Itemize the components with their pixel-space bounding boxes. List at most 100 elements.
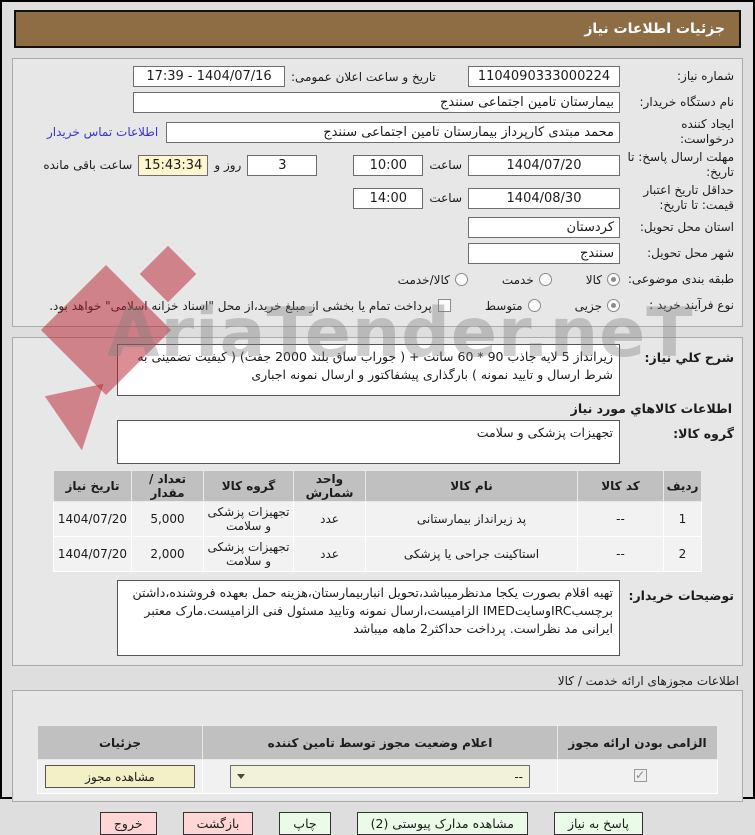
announce-datetime-field[interactable]: 1404/07/16 - 17:39 xyxy=(133,66,285,87)
deadline-hour-label: ساعت xyxy=(429,158,462,172)
validity-hour-label: ساعت xyxy=(429,191,462,205)
row-purchase-process: نوع فرآیند خرید : جزیی متوسط پرداخت تمام… xyxy=(21,294,734,317)
license-section-title: اطلاعات مجوزهای ارائه خدمت / کالا xyxy=(557,674,739,688)
category-option-goods[interactable]: کالا xyxy=(586,273,620,287)
col-item-name: نام کالا xyxy=(365,470,578,502)
license-table-row: -- مشاهده مجوز xyxy=(37,759,718,794)
remaining-days-field: 3 xyxy=(247,154,318,176)
row-delivery-city: شهر محل تحویل: سنندج xyxy=(21,242,734,265)
cell-license-details: مشاهده مجوز xyxy=(37,759,203,794)
price-validity-time-field[interactable]: 14:00 xyxy=(353,187,424,209)
request-creator-field[interactable]: محمد مبتدی کارپرداز بیمارستان تامین اجتم… xyxy=(166,121,620,143)
table-row: 2 -- استاکینت جراحی یا پزشکی عدد تجهیزات… xyxy=(53,536,702,572)
process-option-medium[interactable]: متوسط xyxy=(485,299,541,313)
buyer-org-field[interactable]: بیمارستان تامین اجتماعی سنندج xyxy=(133,92,620,113)
cell-item-code: -- xyxy=(577,501,664,537)
license-table: الزامی بودن ارائه مجوز اعلام وضعیت مجوز … xyxy=(37,725,718,794)
delivery-city-field[interactable]: سنندج xyxy=(468,243,620,264)
cell-group: تجهیزات پزشکی و سلامت xyxy=(203,501,294,537)
cell-item-name: استاکینت جراحی یا پزشکی xyxy=(365,536,578,572)
row-delivery-province: استان محل تحویل: کردستان xyxy=(21,216,734,239)
print-button[interactable]: چاپ xyxy=(279,812,331,835)
radio-service-icon[interactable] xyxy=(538,273,552,286)
response-deadline-label: مهلت ارسال پاسخ: تا تاریخ: xyxy=(627,150,734,179)
page-title-text: جزئیات اطلاعات نیاز xyxy=(584,21,725,37)
price-validity-label: حداقل تاریخ اعتبار قیمت: تا تاریخ: xyxy=(643,183,734,212)
exit-button[interactable]: خروج xyxy=(99,812,157,835)
row-subject-category: طبقه بندی موضوعی: کالا خدمت کالا/خدمت xyxy=(21,268,734,291)
row-response-deadline: مهلت ارسال پاسخ: تا تاریخ: 1404/07/20 سا… xyxy=(21,150,734,180)
buyer-notes-textarea[interactable]: تهیه اقلام بصورت یکجا مدنظرمیباشد،تحویل … xyxy=(117,580,620,656)
process-minor-label: جزیی xyxy=(574,298,602,313)
buyer-contact-link[interactable]: اطلاعات تماس خریدار xyxy=(47,125,159,139)
view-attachments-button[interactable]: مشاهده مدارک پیوستی (2) xyxy=(356,812,528,835)
cell-row-no: 1 xyxy=(663,501,702,537)
need-number-label: شماره نیاز: xyxy=(677,69,734,83)
radio-both-icon[interactable] xyxy=(454,273,468,286)
col-row-no: ردیف xyxy=(663,470,702,502)
cell-license-status: -- xyxy=(202,759,558,794)
response-deadline-time-field[interactable]: 10:00 xyxy=(353,154,424,176)
goods-group-textarea[interactable]: تجهیزات پزشکی و سلامت xyxy=(117,420,620,464)
goods-group-label: گروه کالا: xyxy=(673,426,734,441)
delivery-province-field[interactable]: کردستان xyxy=(468,217,620,238)
price-validity-date-field[interactable]: 1404/08/30 xyxy=(468,187,620,209)
buyer-notes-label: توضیحات خریدار: xyxy=(628,588,734,603)
treasury-payment-option[interactable]: پرداخت تمام یا بخشی از مبلغ خرید،از محل … xyxy=(49,299,451,313)
col-item-code: کد کالا xyxy=(577,470,664,502)
remaining-days-label: روز و xyxy=(214,158,242,172)
table-row: 1 -- پد زیرانداز بیمارستانی عدد تجهیزات … xyxy=(53,501,702,537)
treasury-checkbox-icon[interactable] xyxy=(437,299,451,312)
footer-toolbar: پاسخ به نیاز مشاهده مدارک پیوستی (2) چاپ… xyxy=(2,812,643,835)
cell-item-code: -- xyxy=(577,536,664,572)
col-need-date: تاریخ نیاز xyxy=(53,470,132,502)
cell-row-no: 2 xyxy=(663,536,702,572)
cell-group: تجهیزات پزشکی و سلامت xyxy=(203,536,294,572)
category-both-label: کالا/خدمت xyxy=(397,272,450,287)
cell-unit: عدد xyxy=(293,501,366,537)
row-need-number: شماره نیاز: 1104090333000224 تاریخ و ساع… xyxy=(21,65,734,88)
remaining-suffix-label: ساعت باقی مانده xyxy=(43,158,133,172)
radio-minor-icon[interactable] xyxy=(607,299,620,312)
subject-category-label: طبقه بندی موضوعی: xyxy=(627,272,734,286)
license-status-value: -- xyxy=(514,769,523,784)
page-title: جزئیات اطلاعات نیاز xyxy=(14,10,741,48)
row-buyer-org: نام دستگاه خریدار: بیمارستان تامین اجتما… xyxy=(21,91,734,114)
license-status-select[interactable]: -- xyxy=(230,765,530,788)
row-buyer-notes: توضیحات خریدار: تهیه اقلام بصورت یکجا مد… xyxy=(21,580,734,656)
chevron-down-icon xyxy=(237,774,245,779)
col-license-required: الزامی بودن ارائه مجوز xyxy=(557,725,718,760)
goods-table-header-row: ردیف کد کالا نام کالا واحد شمارش گروه کا… xyxy=(53,470,702,502)
process-medium-label: متوسط xyxy=(484,298,523,313)
goods-table: ردیف کد کالا نام کالا واحد شمارش گروه کا… xyxy=(53,470,702,572)
purchase-process-label: نوع فرآیند خرید : xyxy=(649,298,734,312)
license-required-checkbox-icon[interactable] xyxy=(634,768,647,782)
delivery-city-label: شهر محل تحویل: xyxy=(647,246,734,260)
need-description-label: شرح کلي نیاز: xyxy=(644,350,734,365)
category-option-both[interactable]: کالا/خدمت xyxy=(398,273,468,287)
view-permit-button[interactable]: مشاهده مجوز xyxy=(45,765,195,788)
col-group: گروه کالا xyxy=(203,470,294,502)
category-service-label: خدمت xyxy=(501,272,534,287)
cell-quantity: 5,000 xyxy=(131,501,204,537)
row-goods-group: گروه کالا: تجهیزات پزشکی و سلامت xyxy=(21,420,734,464)
radio-medium-icon[interactable] xyxy=(527,299,541,312)
license-table-header-row: الزامی بودن ارائه مجوز اعلام وضعیت مجوز … xyxy=(37,725,718,760)
need-description-textarea[interactable]: زیرانداز 5 لایه جاذب 90 * 60 سانت + ( جو… xyxy=(117,344,620,396)
back-button[interactable]: بازگشت xyxy=(182,812,254,835)
view-permit-label: مشاهده مجوز xyxy=(85,769,155,784)
radio-goods-icon[interactable] xyxy=(607,273,620,286)
cell-need-date: 1404/07/20 xyxy=(53,501,132,537)
need-number-field[interactable]: 1104090333000224 xyxy=(468,66,620,87)
category-option-service[interactable]: خدمت xyxy=(502,273,552,287)
general-info-box: شماره نیاز: 1104090333000224 تاریخ و ساع… xyxy=(12,58,743,327)
need-details-box: شرح کلي نیاز: زیرانداز 5 لایه جاذب 90 * … xyxy=(12,337,743,666)
license-box: الزامی بودن ارائه مجوز اعلام وضعیت مجوز … xyxy=(12,690,743,802)
col-license-details: جزئیات xyxy=(37,725,203,760)
request-creator-label: ایجاد کننده درخواست: xyxy=(680,117,734,146)
response-deadline-date-field[interactable]: 1404/07/20 xyxy=(468,154,620,176)
delivery-province-label: استان محل تحویل: xyxy=(639,220,734,234)
process-option-minor[interactable]: جزیی xyxy=(575,299,620,313)
cell-license-required xyxy=(557,759,718,794)
respond-to-need-button[interactable]: پاسخ به نیاز xyxy=(553,812,643,835)
